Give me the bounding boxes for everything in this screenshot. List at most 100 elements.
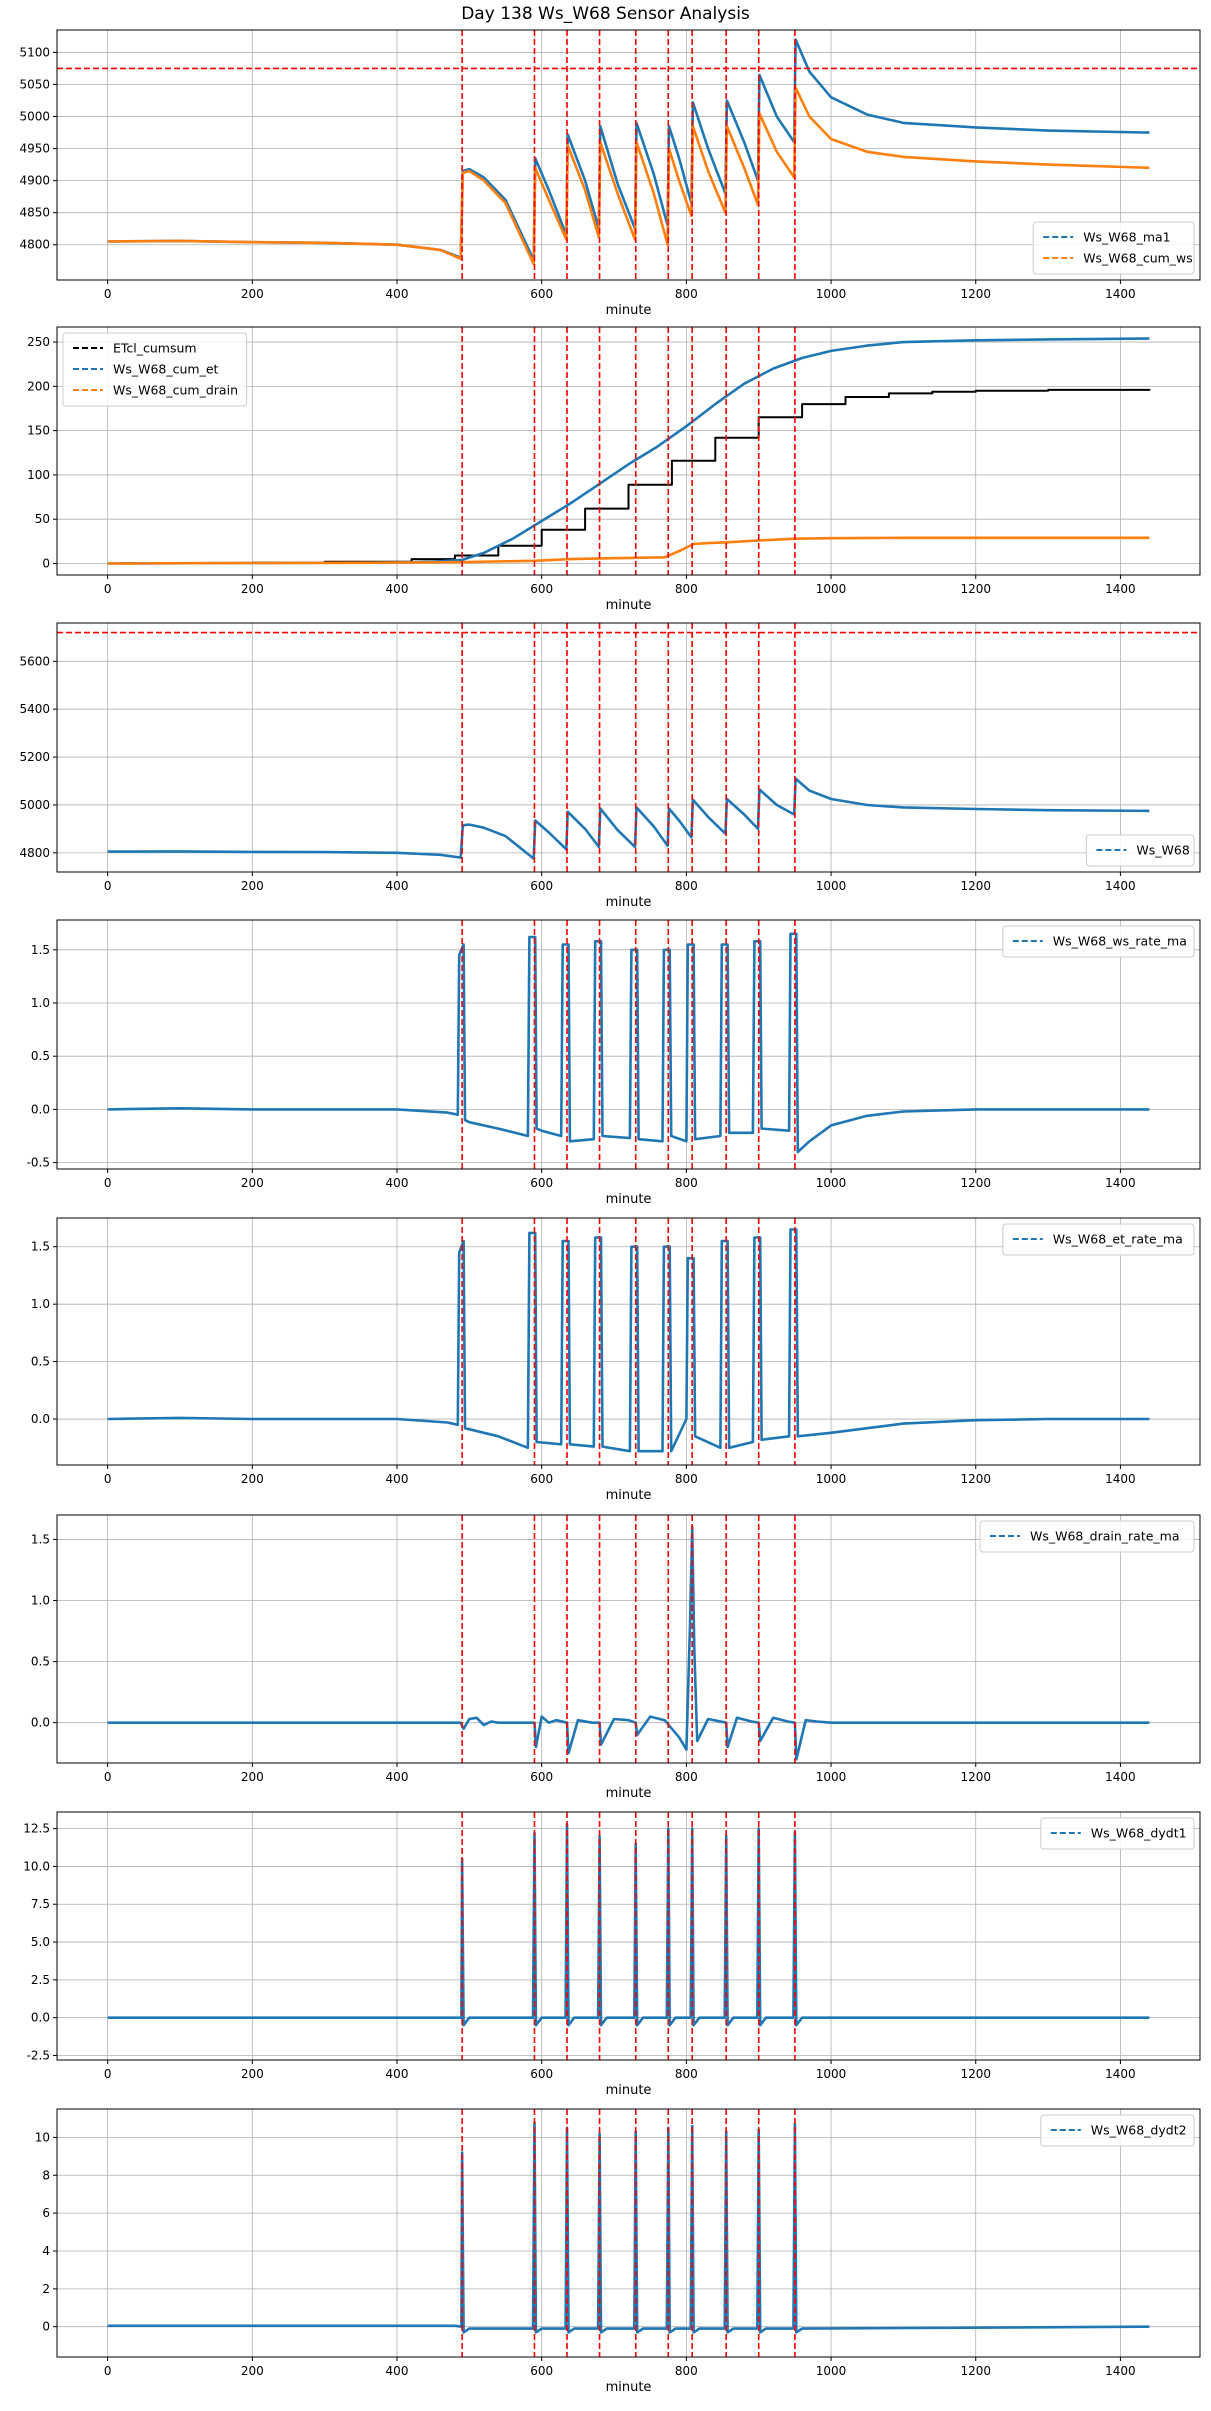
x-tick-label: 1000 [816, 582, 847, 596]
subplot-4: 0 200 400 600 800 1000 1200 1400 -0.5 0.0 0.5 1.0 1.… [27, 919, 1201, 1207]
y-tick-label: 4900 [19, 174, 50, 188]
y-tick-label: 8 [42, 2168, 50, 2182]
legend: Ws_W68_dydt2 [1040, 2114, 1195, 2147]
x-tick-label: 600 [530, 2364, 553, 2378]
x-tick-label: 200 [241, 1176, 264, 1190]
y-tick-label: 5100 [19, 45, 50, 59]
y-tick-label: -2.5 [27, 2048, 50, 2062]
x-tick-label: 800 [675, 287, 698, 301]
x-tick-label: 1200 [960, 582, 991, 596]
x-tick-label: 800 [675, 879, 698, 893]
x-tick-label: 800 [675, 1770, 698, 1784]
legend-label: Ws_W68_cum_ws [1083, 251, 1193, 266]
series-line-Ws_W68_dydt2 [107, 2121, 1150, 2334]
x-tick-label: 1000 [816, 879, 847, 893]
y-tick-label: 0.0 [31, 2011, 50, 2025]
y-tick-label: 2 [42, 2282, 50, 2296]
legend-label: ETcl_cumsum [113, 341, 197, 356]
y-tick-label: 5200 [19, 750, 50, 764]
y-tick-label: 4800 [19, 846, 50, 860]
x-tick-label: 200 [241, 1472, 264, 1486]
x-axis-label: minute [606, 2380, 652, 2395]
plot-frame [56, 2108, 1201, 2358]
x-axis-label: minute [606, 1786, 652, 1801]
plot-frame [56, 919, 1201, 1170]
x-tick-label: 0 [104, 2067, 112, 2081]
legend: Ws_W68_ma1 Ws_W68_cum_ws [1032, 221, 1195, 275]
plot-frame [56, 1514, 1201, 1764]
subplot-8: 0 200 400 600 800 1000 1200 1400 0 2 4 6 8 10 minute Ws… [35, 2108, 1201, 2395]
x-tick-label: 1200 [960, 1770, 991, 1784]
plot-area [107, 1515, 1150, 1763]
y-tick-label: 4800 [19, 238, 50, 252]
y-tick-label: 5000 [19, 798, 50, 812]
y-tick-label: 0.0 [31, 1412, 50, 1426]
figure-title: Day 138 Ws_W68 Sensor Analysis [461, 4, 750, 24]
legend-box [1002, 925, 1195, 958]
legend: Ws_W68 [1085, 834, 1195, 867]
y-tick-label: 1.5 [31, 943, 50, 957]
legend-label: Ws_W68_dydt2 [1091, 2123, 1187, 2138]
x-tick-label: 200 [241, 287, 264, 301]
plot-frame [56, 1217, 1201, 1466]
series-line-Ws_W68_et_rate_ma [107, 1228, 1150, 1453]
y-tick-label: 5050 [19, 77, 50, 91]
x-tick-label: 1400 [1105, 879, 1136, 893]
legend: Ws_W68_drain_rate_ma [979, 1520, 1195, 1553]
x-tick-label: 1400 [1105, 2364, 1136, 2378]
y-tick-label: 10 [35, 2130, 50, 2144]
y-tick-label: 7.5 [31, 1897, 50, 1911]
plot-frame [56, 1811, 1201, 2061]
y-tick-label: 250 [27, 335, 50, 349]
plot-area [57, 30, 1200, 280]
x-tick-label: 1400 [1105, 1770, 1136, 1784]
x-tick-label: 400 [386, 2364, 409, 2378]
x-tick-label: 200 [241, 1770, 264, 1784]
plot-frame [56, 622, 1201, 873]
x-tick-label: 400 [386, 287, 409, 301]
x-tick-label: 800 [675, 1472, 698, 1486]
x-tick-label: 800 [675, 1176, 698, 1190]
x-tick-label: 1000 [816, 1472, 847, 1486]
x-tick-label: 200 [241, 2067, 264, 2081]
legend-label: Ws_W68 [1136, 843, 1189, 858]
legend-box [1040, 1817, 1195, 1850]
x-tick-label: 0 [104, 1770, 112, 1784]
y-tick-label: 10.0 [23, 1859, 50, 1873]
legend-label: Ws_W68_cum_et [113, 362, 219, 377]
x-tick-label: 400 [386, 2067, 409, 2081]
x-tick-label: 1000 [816, 2364, 847, 2378]
y-tick-label: 1.0 [31, 1594, 50, 1608]
x-tick-label: 200 [241, 582, 264, 596]
y-tick-label: 4950 [19, 142, 50, 156]
y-tick-label: 6 [42, 2206, 50, 2220]
series-line-Ws_W68 [107, 777, 1150, 860]
x-tick-label: 1200 [960, 1472, 991, 1486]
y-tick-label: 1.0 [31, 1297, 50, 1311]
legend-label: Ws_W68_et_rate_ma [1053, 1232, 1183, 1247]
x-tick-label: 200 [241, 2364, 264, 2378]
x-axis-label: minute [606, 1488, 652, 1503]
x-tick-label: 0 [104, 2364, 112, 2378]
plot-frame [56, 326, 1201, 576]
plot-area [107, 1218, 1150, 1465]
y-tick-label: 12.5 [23, 1822, 50, 1836]
x-tick-label: 0 [104, 879, 112, 893]
y-tick-label: 5.0 [31, 1935, 50, 1949]
y-tick-label: -0.5 [27, 1156, 50, 1170]
x-axis-label: minute [606, 303, 652, 318]
x-tick-label: 1200 [960, 2067, 991, 2081]
legend: Ws_W68_dydt1 [1040, 1817, 1195, 1850]
x-tick-label: 0 [104, 1472, 112, 1486]
x-axis-label: minute [606, 895, 652, 910]
legend-label: Ws_W68_dydt1 [1091, 1826, 1187, 1841]
plot-area [107, 2109, 1150, 2357]
x-tick-label: 600 [530, 582, 553, 596]
x-tick-label: 1200 [960, 1176, 991, 1190]
legend: ETcl_cumsum Ws_W68_cum_et Ws_W68_cum_drain [62, 332, 248, 407]
y-tick-label: 5000 [19, 110, 50, 124]
series-line-Ws_W68_cum_drain [107, 536, 1150, 565]
x-tick-label: 1400 [1105, 1472, 1136, 1486]
x-tick-label: 0 [104, 582, 112, 596]
x-tick-label: 200 [241, 879, 264, 893]
